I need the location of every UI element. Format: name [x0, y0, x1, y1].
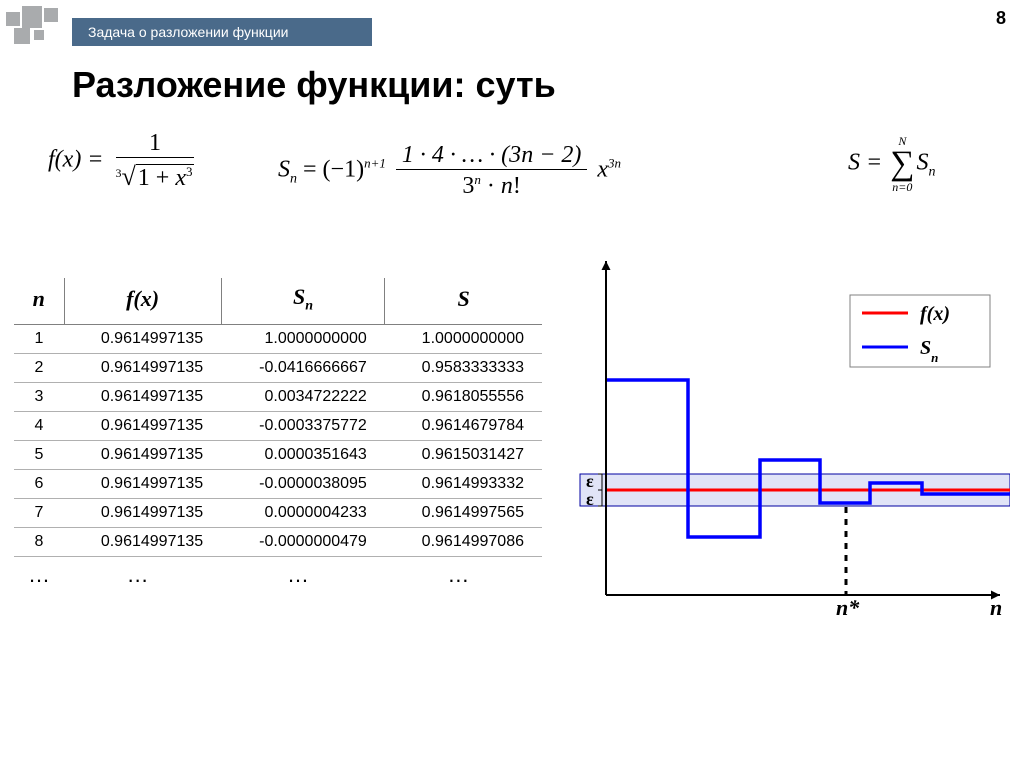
svg-text:f(x): f(x)	[920, 303, 950, 325]
table-row: 80.9614997135-0.00000004790.9614997086	[14, 528, 542, 557]
table-header: Sn	[221, 278, 385, 325]
page-number: 8	[996, 8, 1006, 29]
svg-text:n: n	[990, 595, 1002, 620]
formula-sn: Sn = (−1)n+1 1 · 4 · … · (3n − 2)3n · n!…	[278, 142, 621, 200]
table-row: 60.9614997135-0.00000380950.9614993332	[14, 470, 542, 499]
formula-row: f(x) = 13√1 + x3 Sn = (−1)n+1 1 · 4 · … …	[48, 130, 994, 240]
table-row: 20.9614997135-0.04166666670.9583333333	[14, 354, 542, 383]
slide-title: Разложение функции: суть	[72, 64, 556, 106]
table-ellipsis-row: …………	[14, 557, 542, 594]
table-header: S	[385, 278, 542, 325]
svg-text:ε: ε	[586, 471, 594, 491]
svg-text:n*: n*	[836, 595, 860, 620]
formula-fx: f(x) = 13√1 + x3	[48, 130, 194, 192]
table-row: 70.96149971350.00000042330.9614997565	[14, 499, 542, 528]
table-row: 40.9614997135-0.00033757720.9614679784	[14, 412, 542, 441]
table-row: 30.96149971350.00347222220.9618055556	[14, 383, 542, 412]
formula-sum: S = N∑n=0Sn	[848, 135, 935, 193]
header-label: Задача о разложении функции	[88, 24, 288, 40]
table-row: 50.96149971350.00003516430.9615031427	[14, 441, 542, 470]
svg-text:ε: ε	[586, 489, 594, 509]
convergence-chart: εεn*nf(x)Sn	[560, 255, 1010, 625]
table-row: 10.96149971351.00000000001.0000000000	[14, 325, 542, 354]
slide-header: Задача о разложении функции	[72, 18, 372, 46]
table-header: f(x)	[64, 278, 221, 325]
data-table: nf(x)SnS 10.96149971351.00000000001.0000…	[14, 278, 542, 593]
table-header: n	[14, 278, 64, 325]
